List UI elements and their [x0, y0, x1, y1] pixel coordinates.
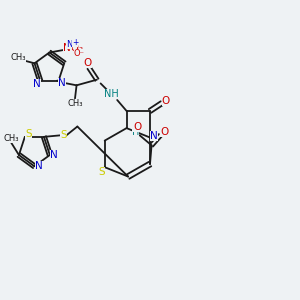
Text: N: N: [33, 79, 41, 89]
Text: N: N: [66, 40, 72, 49]
Text: CH₃: CH₃: [10, 52, 26, 62]
Text: O⁻: O⁻: [74, 49, 85, 58]
Text: H: H: [132, 127, 139, 136]
Text: S: S: [25, 129, 32, 140]
Text: CH₃: CH₃: [67, 99, 83, 108]
Text: CH₃: CH₃: [3, 134, 19, 142]
Text: N: N: [50, 150, 58, 160]
Text: N: N: [35, 161, 43, 171]
Text: O: O: [160, 127, 168, 136]
Text: NO₂: NO₂: [63, 44, 83, 53]
Text: N: N: [58, 78, 66, 88]
Text: O: O: [83, 58, 92, 68]
Text: O: O: [161, 96, 170, 106]
Text: S: S: [99, 167, 106, 177]
Text: N: N: [150, 130, 158, 141]
Text: S: S: [60, 130, 67, 140]
Text: +: +: [72, 38, 79, 47]
Text: O: O: [134, 122, 142, 132]
Text: NH: NH: [104, 89, 119, 99]
